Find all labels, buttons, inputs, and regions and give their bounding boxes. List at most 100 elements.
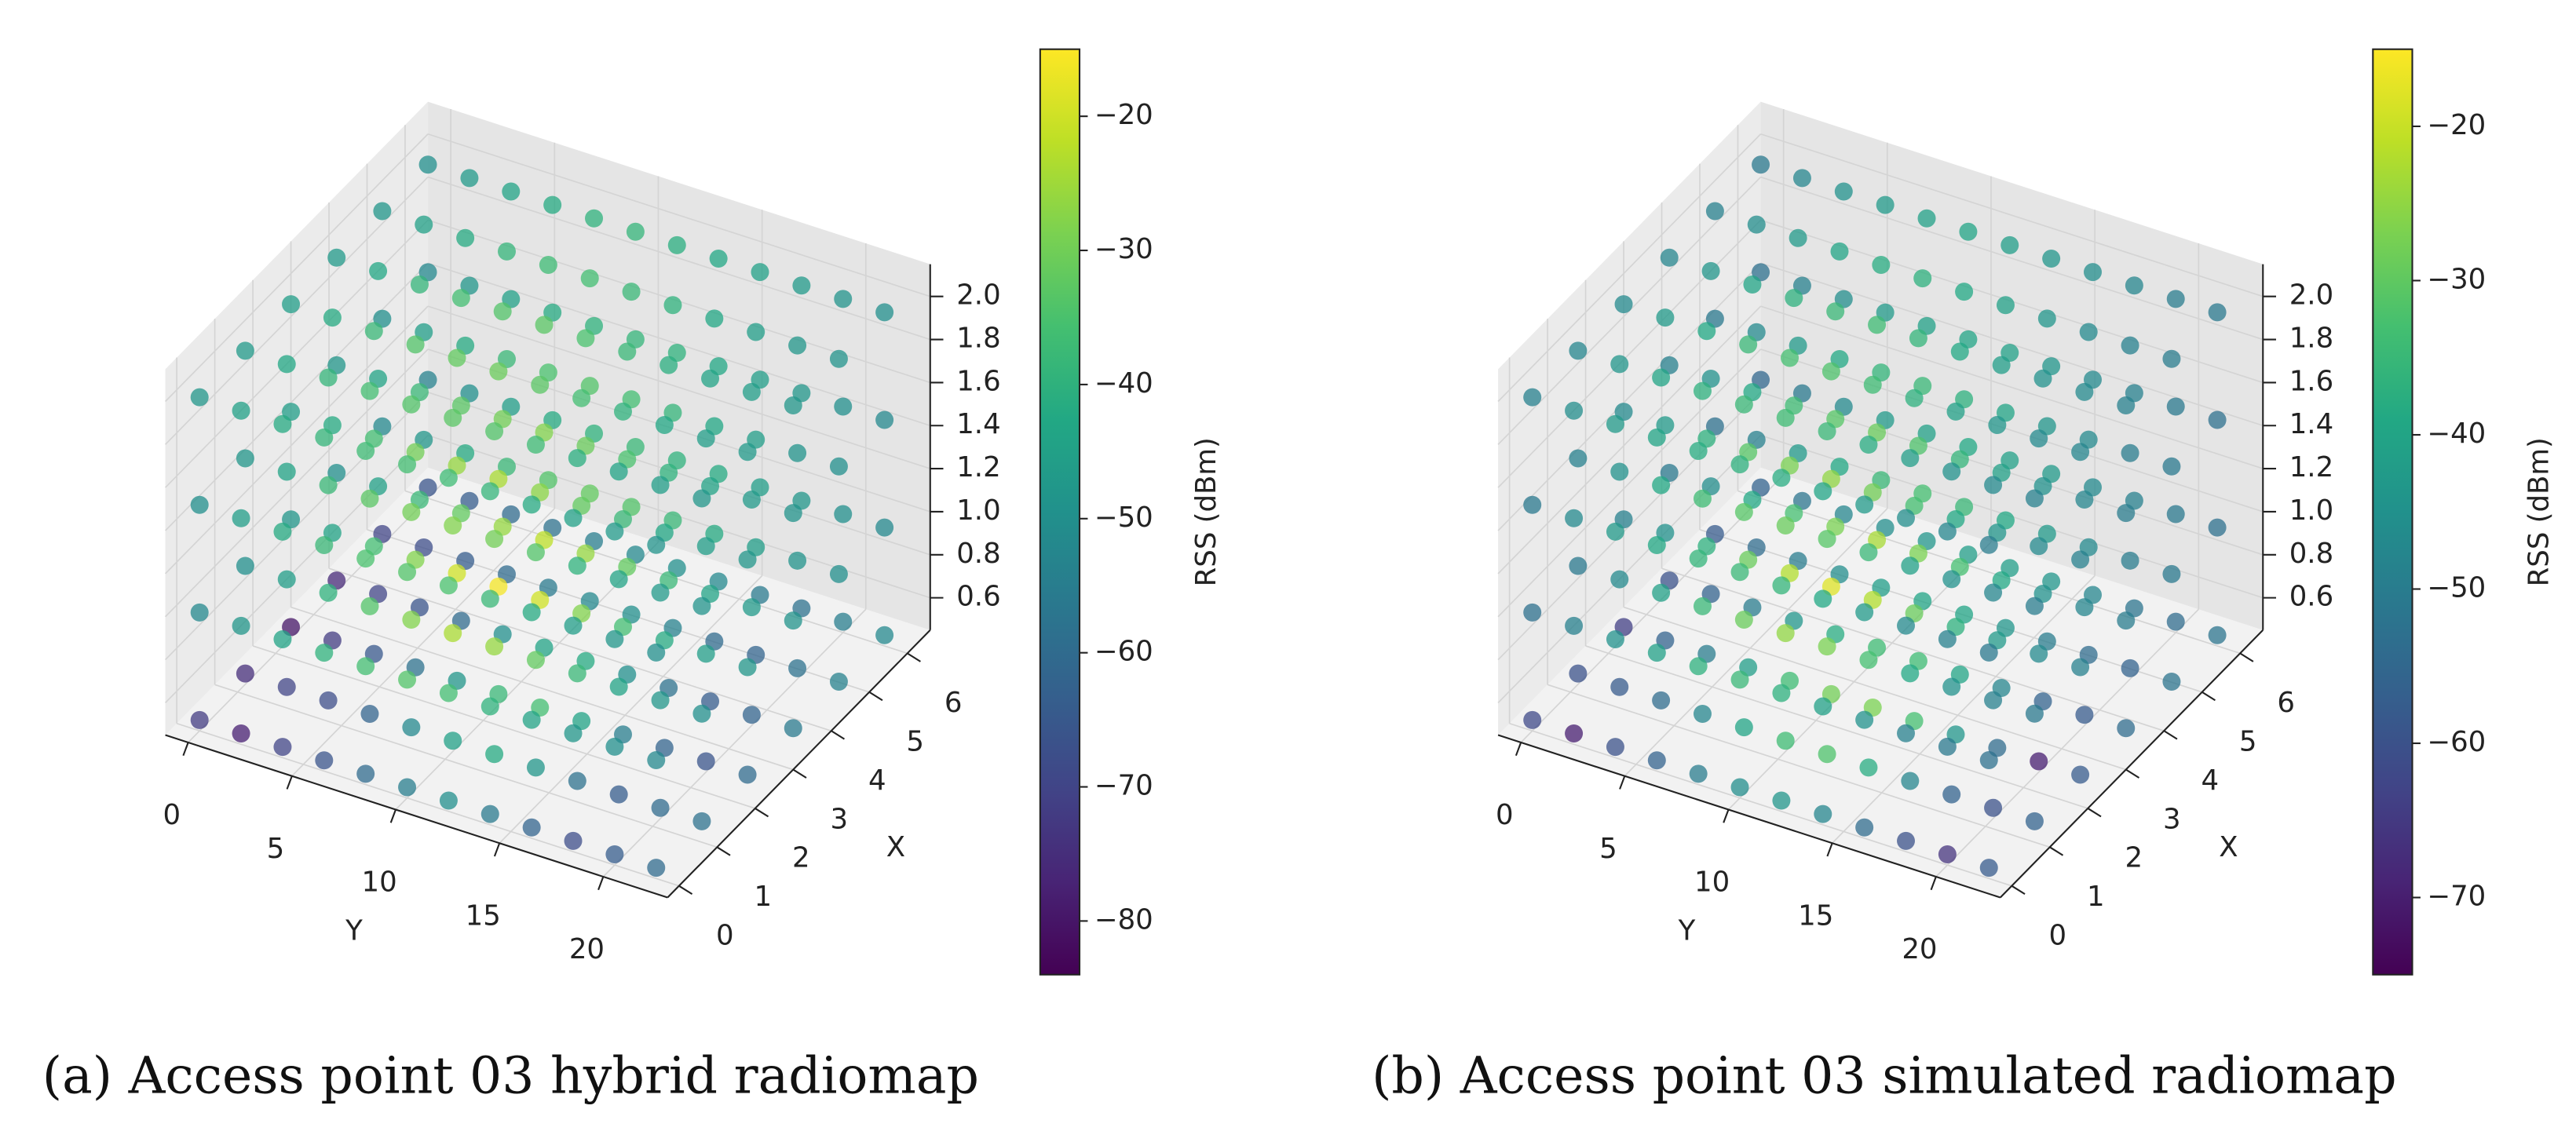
scatter-point	[1942, 785, 1961, 804]
scatter-point	[1859, 436, 1878, 454]
grid-line	[1497, 348, 1762, 618]
x-tick	[2201, 691, 2216, 702]
scatter-point	[564, 831, 583, 850]
grid-line	[164, 348, 429, 618]
scatter-point	[2162, 564, 2181, 583]
scatter-point	[738, 658, 757, 677]
scatter-point	[1979, 535, 1998, 554]
scatter-point	[696, 429, 715, 448]
scatter-point	[1814, 482, 1832, 501]
scatter-point	[1652, 368, 1671, 387]
scatter-point	[1747, 215, 1766, 234]
scatter-point	[1938, 629, 1957, 648]
grid-line	[1509, 722, 2012, 887]
scatter-point	[1772, 684, 1791, 702]
scatter-point	[526, 543, 545, 562]
scatter-point	[360, 489, 379, 508]
scatter-point	[1776, 732, 1795, 750]
scatter-point	[572, 389, 591, 407]
x-tick-label: 3	[2163, 803, 2181, 835]
scatter-point	[647, 643, 666, 662]
scatter-point	[2071, 658, 2090, 677]
scatter-point	[480, 589, 499, 608]
scatter-point	[647, 750, 666, 769]
scatter-point	[829, 349, 848, 368]
scatter-point	[875, 626, 894, 644]
scatter-point	[2030, 429, 2048, 448]
scatter-point	[834, 397, 853, 416]
scatter-point	[2071, 443, 2090, 462]
colorbar-tick-label: −70	[2427, 881, 2486, 913]
scatter-point	[651, 798, 670, 817]
x-tick	[792, 768, 807, 779]
grid-line	[602, 608, 867, 877]
scatter-point	[784, 611, 802, 630]
scatter-point	[1992, 356, 2011, 374]
colorbar-tick-label: −80	[1094, 903, 1153, 936]
scatter-point	[626, 222, 645, 241]
grid-line	[176, 722, 680, 887]
colorbar-tick-label: −60	[1094, 636, 1153, 668]
scatter-point	[1897, 616, 1916, 635]
scatter-point	[410, 275, 429, 294]
y-tick-label: 20	[569, 933, 605, 965]
scatter-point	[1689, 764, 1708, 783]
scatter-point	[1942, 462, 1961, 481]
scatter-point	[829, 564, 848, 583]
z-tick-label: 1.4	[2289, 408, 2333, 440]
scatter-point	[829, 457, 848, 476]
y-tick-label: 10	[361, 867, 396, 899]
scatter-point	[564, 616, 583, 635]
y-tick	[389, 809, 396, 823]
scatter-point	[2166, 397, 2185, 416]
scatter-point	[705, 309, 724, 328]
scatter-point	[439, 791, 458, 810]
scatter-point	[2071, 765, 2090, 784]
scatter-point	[2162, 673, 2181, 691]
scatter-point	[692, 489, 711, 508]
x-tick-label: 3	[830, 803, 848, 835]
scatter-point	[2166, 612, 2185, 631]
scatter-point	[356, 657, 375, 676]
scatter-point	[1730, 563, 1749, 582]
scatter-point	[647, 535, 666, 554]
scatter-point	[1988, 416, 2007, 435]
scatter-point	[1814, 589, 1832, 608]
caption: (a) Access point 03 hybrid radiomap	[42, 1047, 979, 1106]
scatter-point	[319, 368, 338, 387]
scatter-point	[564, 509, 583, 527]
scatter-point	[2025, 812, 2044, 830]
scatter-point	[315, 644, 334, 662]
scatter-point	[539, 255, 557, 274]
scatter-point	[232, 401, 250, 420]
grid-line	[1623, 606, 2127, 771]
scatter-point	[236, 449, 254, 468]
grid-line	[1760, 176, 2264, 341]
scatter-point	[660, 356, 678, 374]
scatter-point	[788, 659, 807, 677]
scatter-point	[480, 805, 499, 823]
scatter-point	[480, 697, 499, 716]
scatter-point	[360, 704, 379, 723]
scatter-point	[460, 169, 479, 188]
scatter-point	[526, 758, 545, 777]
scatter-point	[1701, 261, 1720, 280]
scatter-point	[605, 522, 624, 541]
scatter-point	[526, 651, 545, 670]
z-tick-label: 1.2	[2289, 451, 2333, 483]
x-tick-label: 2	[2125, 842, 2143, 874]
grid-line	[1737, 490, 2241, 655]
scatter-point	[277, 677, 296, 696]
scatter-point	[1979, 643, 1998, 662]
scatter-point	[2075, 382, 2094, 401]
y-tick-label: 0	[163, 799, 181, 831]
scatter-point	[622, 283, 641, 301]
grid-line	[1760, 392, 2264, 556]
y-tick-label: 10	[1694, 867, 1730, 899]
scatter-point	[834, 290, 853, 308]
scatter-point	[1565, 401, 1584, 420]
z-tick-label: 2.0	[956, 279, 1000, 312]
scatter-point	[1868, 316, 1887, 334]
scatter-point	[1693, 597, 1712, 615]
x-tick-label: 6	[945, 687, 963, 719]
